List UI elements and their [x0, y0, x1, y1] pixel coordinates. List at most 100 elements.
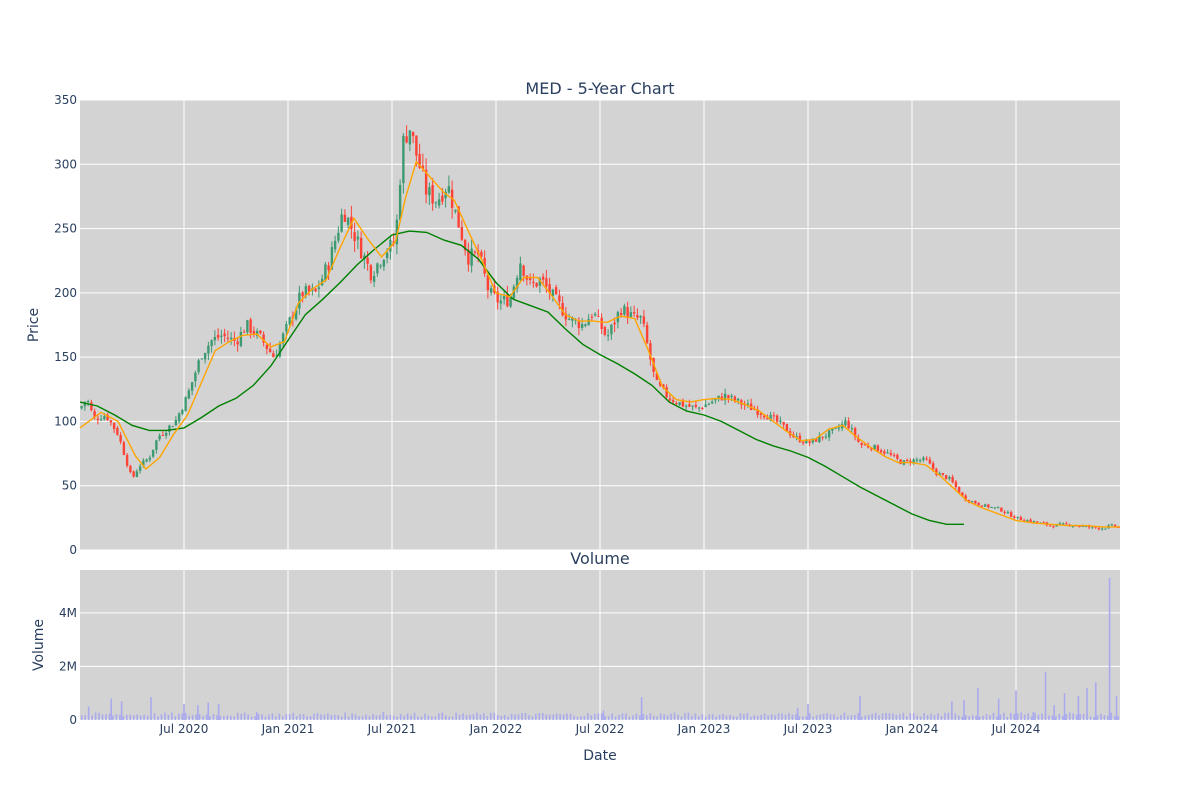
volume-bar	[521, 713, 523, 720]
volume-bar	[243, 712, 246, 720]
candle-body	[532, 282, 535, 284]
volume-bar	[906, 716, 908, 720]
volume-bar	[226, 715, 229, 720]
candle-body	[363, 255, 366, 260]
volume-bar	[358, 716, 360, 720]
candle-body	[694, 404, 698, 407]
volume-bar	[691, 715, 693, 720]
volume-bar	[881, 713, 884, 720]
volume-bar	[1016, 713, 1019, 720]
volume-bar	[230, 715, 232, 720]
volume-bar	[1082, 714, 1085, 720]
candle-body	[961, 492, 964, 496]
price-y-tick-label: 350	[54, 93, 77, 107]
candle-body	[1013, 516, 1016, 519]
volume-bar	[916, 715, 918, 720]
volume-bar	[781, 713, 783, 720]
candle-body	[746, 403, 750, 405]
candle-body	[658, 381, 662, 386]
volume-bar	[632, 715, 634, 720]
candle-body	[194, 372, 197, 382]
volume-bar	[659, 713, 662, 720]
volume-bar	[555, 713, 558, 720]
volume-bar	[344, 712, 346, 720]
volume-bar	[652, 715, 655, 720]
candle-body	[844, 420, 847, 426]
volume-bar	[372, 714, 374, 720]
price-y-axis: 0 50 100 150 200 250 300 350	[54, 93, 77, 557]
volume-bar	[1100, 713, 1102, 720]
candle-body	[801, 441, 805, 444]
volume-bar	[1058, 713, 1061, 720]
volume-bar	[1079, 714, 1081, 720]
candle-body	[567, 319, 571, 321]
volume-bar	[424, 713, 426, 720]
volume-bar	[392, 715, 395, 720]
candle-body	[129, 465, 132, 473]
volume-bar	[923, 713, 925, 720]
volume-bar	[756, 715, 759, 720]
volume-bar	[327, 713, 329, 720]
candle-body	[428, 187, 431, 196]
moving-average-lines	[79, 160, 1120, 528]
candle-body	[421, 165, 425, 169]
long-moving-average-line	[79, 230, 964, 525]
volume-bar	[1094, 682, 1097, 720]
volume-bar	[968, 716, 970, 720]
volume-bar	[635, 713, 638, 720]
volume-bar	[864, 715, 866, 720]
candle-body	[1058, 523, 1062, 525]
volume-bar	[202, 715, 204, 720]
volume-bar	[217, 703, 220, 720]
candle-body	[1104, 528, 1107, 530]
candle-body	[577, 320, 581, 329]
volume-bar	[614, 716, 617, 720]
candle-body	[343, 214, 347, 222]
volume-bar	[569, 713, 572, 720]
volume-bar	[912, 713, 915, 720]
volume-bar	[517, 714, 520, 720]
candle-body	[93, 411, 96, 418]
volume-bar	[247, 714, 249, 720]
date-x-tick-label: Jan 2022	[469, 722, 523, 736]
candle-body	[1035, 521, 1039, 523]
volume-bar	[476, 712, 478, 720]
volume-bar	[843, 712, 846, 720]
candle-body	[818, 436, 821, 443]
volume-bar	[951, 701, 953, 720]
candle-body	[184, 397, 187, 412]
volume-bar	[181, 713, 184, 720]
volume-bar	[808, 713, 811, 720]
candle-body	[821, 436, 824, 438]
volume-bar	[1117, 716, 1120, 720]
candle-body	[301, 292, 304, 297]
volume-bar	[1096, 715, 1099, 720]
volume-bar	[514, 714, 516, 720]
volume-bar	[642, 714, 645, 720]
candle-body	[834, 427, 837, 429]
candle-body	[519, 263, 522, 281]
volume-bar	[160, 714, 163, 720]
candle-body	[688, 404, 691, 407]
candle-body	[730, 395, 733, 397]
volume-bar	[413, 712, 416, 720]
candle-body	[200, 358, 204, 360]
candle-body	[168, 425, 171, 432]
volume-bar	[895, 714, 898, 720]
volume-bar	[396, 716, 398, 720]
volume-bar	[143, 714, 145, 720]
volume-bar	[455, 712, 457, 720]
candle-body	[324, 264, 327, 280]
volume-bar	[694, 713, 697, 720]
candle-body	[262, 334, 265, 343]
candle-body	[356, 236, 360, 240]
volume-bar	[1030, 716, 1033, 720]
volume-bar	[649, 713, 652, 720]
volume-bar	[157, 716, 159, 720]
candle-body	[606, 335, 610, 337]
candle-body	[457, 206, 460, 228]
volume-bar	[954, 713, 957, 720]
volume-bar	[542, 713, 544, 720]
volume-bar	[1068, 712, 1071, 720]
candle-body	[249, 319, 252, 333]
